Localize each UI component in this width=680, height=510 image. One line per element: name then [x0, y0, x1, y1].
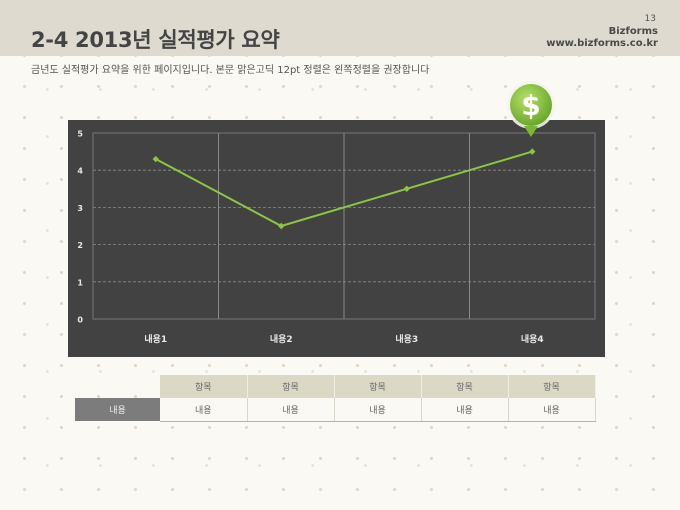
y-tick-label: 1: [77, 278, 83, 287]
x-tick-label: 내용4: [521, 333, 544, 345]
y-tick-label: 2: [77, 241, 83, 250]
x-tick-label: 내용2: [270, 333, 293, 345]
y-tick-label: 3: [77, 204, 83, 213]
table-column-header: 항목: [421, 375, 509, 398]
table-cell: 내용: [508, 398, 596, 422]
table-column-header: 항목: [334, 375, 422, 398]
brand-url: www.bizforms.co.kr: [546, 38, 658, 49]
table-cell: 내용: [160, 398, 248, 422]
dollar-symbol: $: [521, 89, 540, 122]
y-tick-label: 5: [77, 130, 83, 139]
summary-table: 항목 항목 항목 항목 항목 내용 내용 내용 내용 내용 내용: [75, 375, 596, 422]
table-column-header: 항목: [247, 375, 335, 398]
y-tick-label: 0: [77, 316, 83, 325]
brand-name: Bizforms: [608, 26, 658, 37]
x-tick-label: 내용3: [395, 333, 418, 345]
y-tick-label: 4: [77, 167, 83, 176]
table-corner: [75, 375, 160, 398]
table-column-header: 항목: [160, 375, 248, 398]
data-point: [278, 222, 285, 230]
table-row-label: 내용: [75, 398, 160, 421]
table-cell: 내용: [334, 398, 422, 422]
data-point: [403, 185, 410, 192]
chart-canvas: 0 1 2 3 4 5 내용1 내용2 내용3 내용4: [77, 130, 596, 345]
table-column-header: 항목: [508, 375, 596, 398]
page-number: 13: [644, 14, 656, 24]
header-band: [0, 0, 680, 56]
line-chart: 0 1 2 3 4 5 내용1 내용2 내용3 내용4: [68, 120, 605, 357]
data-point: [529, 148, 536, 155]
table-cell: 내용: [421, 398, 509, 422]
table-cell: 내용: [247, 398, 335, 422]
data-point: [152, 155, 159, 163]
table-row: 내용 내용 내용 내용 내용 내용: [75, 398, 596, 422]
table-header-row: 항목 항목 항목 항목 항목: [75, 375, 596, 398]
dollar-icon: $: [507, 81, 555, 137]
page-title: 2-4 2013년 실적평가 요약: [31, 28, 280, 52]
description-text: 금년도 실적평가 요약을 위한 페이지입니다. 본문 맑은고딕 12pt 정렬은…: [31, 65, 430, 76]
x-tick-label: 내용1: [144, 333, 167, 345]
series-line: [155, 150, 533, 228]
